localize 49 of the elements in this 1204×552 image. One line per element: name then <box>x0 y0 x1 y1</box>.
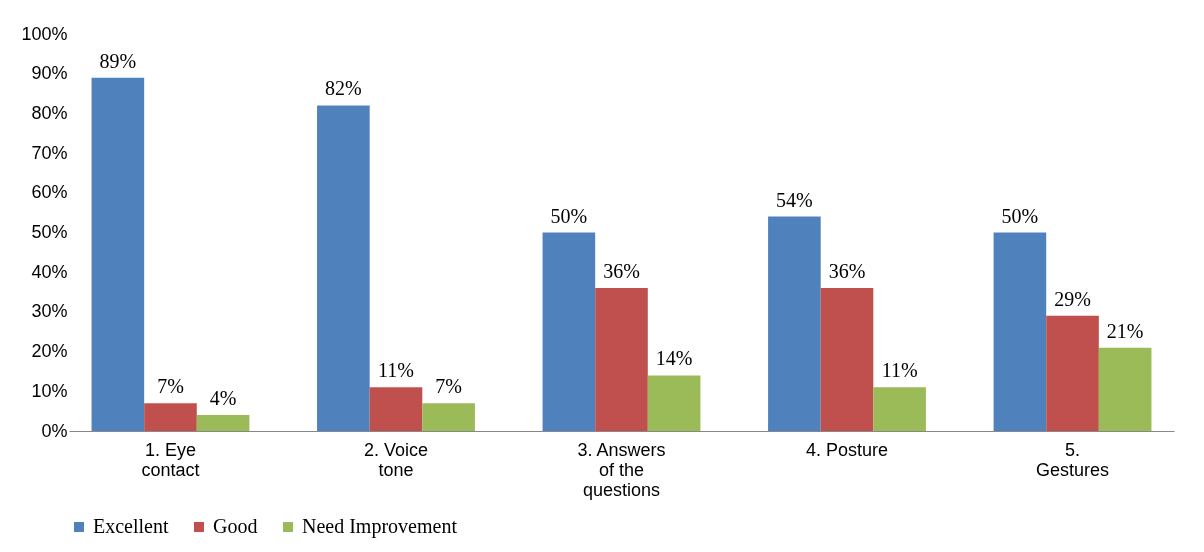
bar <box>647 375 701 431</box>
data-label: 11% <box>378 359 414 382</box>
y-tick-label: 10% <box>31 380 68 401</box>
data-label: 7% <box>157 375 184 398</box>
legend-label: Need Improvement <box>302 515 458 538</box>
data-label: 14% <box>655 347 693 370</box>
data-label: 21% <box>1106 319 1144 342</box>
y-tick-label: 90% <box>31 63 68 84</box>
data-label: 4% <box>209 387 237 410</box>
data-label: 29% <box>1054 287 1091 310</box>
legend-label: Excellent <box>93 515 169 537</box>
bar <box>873 387 926 431</box>
bar <box>993 232 1047 431</box>
y-tick-label: 40% <box>31 261 68 282</box>
data-label: 36% <box>603 260 640 283</box>
y-tick-label: 50% <box>31 222 68 242</box>
bar <box>542 232 596 431</box>
y-tick-label: 80% <box>31 102 68 123</box>
bar <box>369 387 423 431</box>
legend-label: Good <box>213 515 258 537</box>
data-label: 54% <box>776 188 813 211</box>
x-tick-label: 5. Gestures <box>1036 439 1110 480</box>
bar <box>1046 315 1099 431</box>
bar <box>1098 347 1152 431</box>
x-tick-label: 4. Posture <box>805 439 889 460</box>
y-tick-label: 100% <box>21 23 68 44</box>
bar <box>144 403 197 431</box>
bar <box>820 288 874 431</box>
data-label: 7% <box>435 375 462 398</box>
y-tick-label: 0% <box>41 420 68 441</box>
y-tick-label: 20% <box>31 341 68 362</box>
y-tick-label: 60% <box>31 182 68 203</box>
data-label: 89% <box>99 49 137 72</box>
bar <box>595 288 648 431</box>
y-tick-label: 70% <box>31 142 68 163</box>
bar <box>768 216 821 431</box>
data-label: 11% <box>881 359 918 382</box>
y-tick-label: 30% <box>31 301 68 322</box>
data-label: 50% <box>1001 204 1039 227</box>
x-tick-label: 3. Answers of the questions <box>577 439 666 500</box>
data-label: 82% <box>325 77 362 100</box>
data-label: 36% <box>828 260 866 283</box>
bar <box>196 415 250 431</box>
x-tick-label: 1. Eye contact <box>141 439 200 480</box>
bar <box>422 403 475 431</box>
x-tick-label: 2. Voice tone <box>363 439 429 480</box>
bar <box>91 77 145 431</box>
data-label: 50% <box>550 204 588 227</box>
bar <box>317 105 370 431</box>
